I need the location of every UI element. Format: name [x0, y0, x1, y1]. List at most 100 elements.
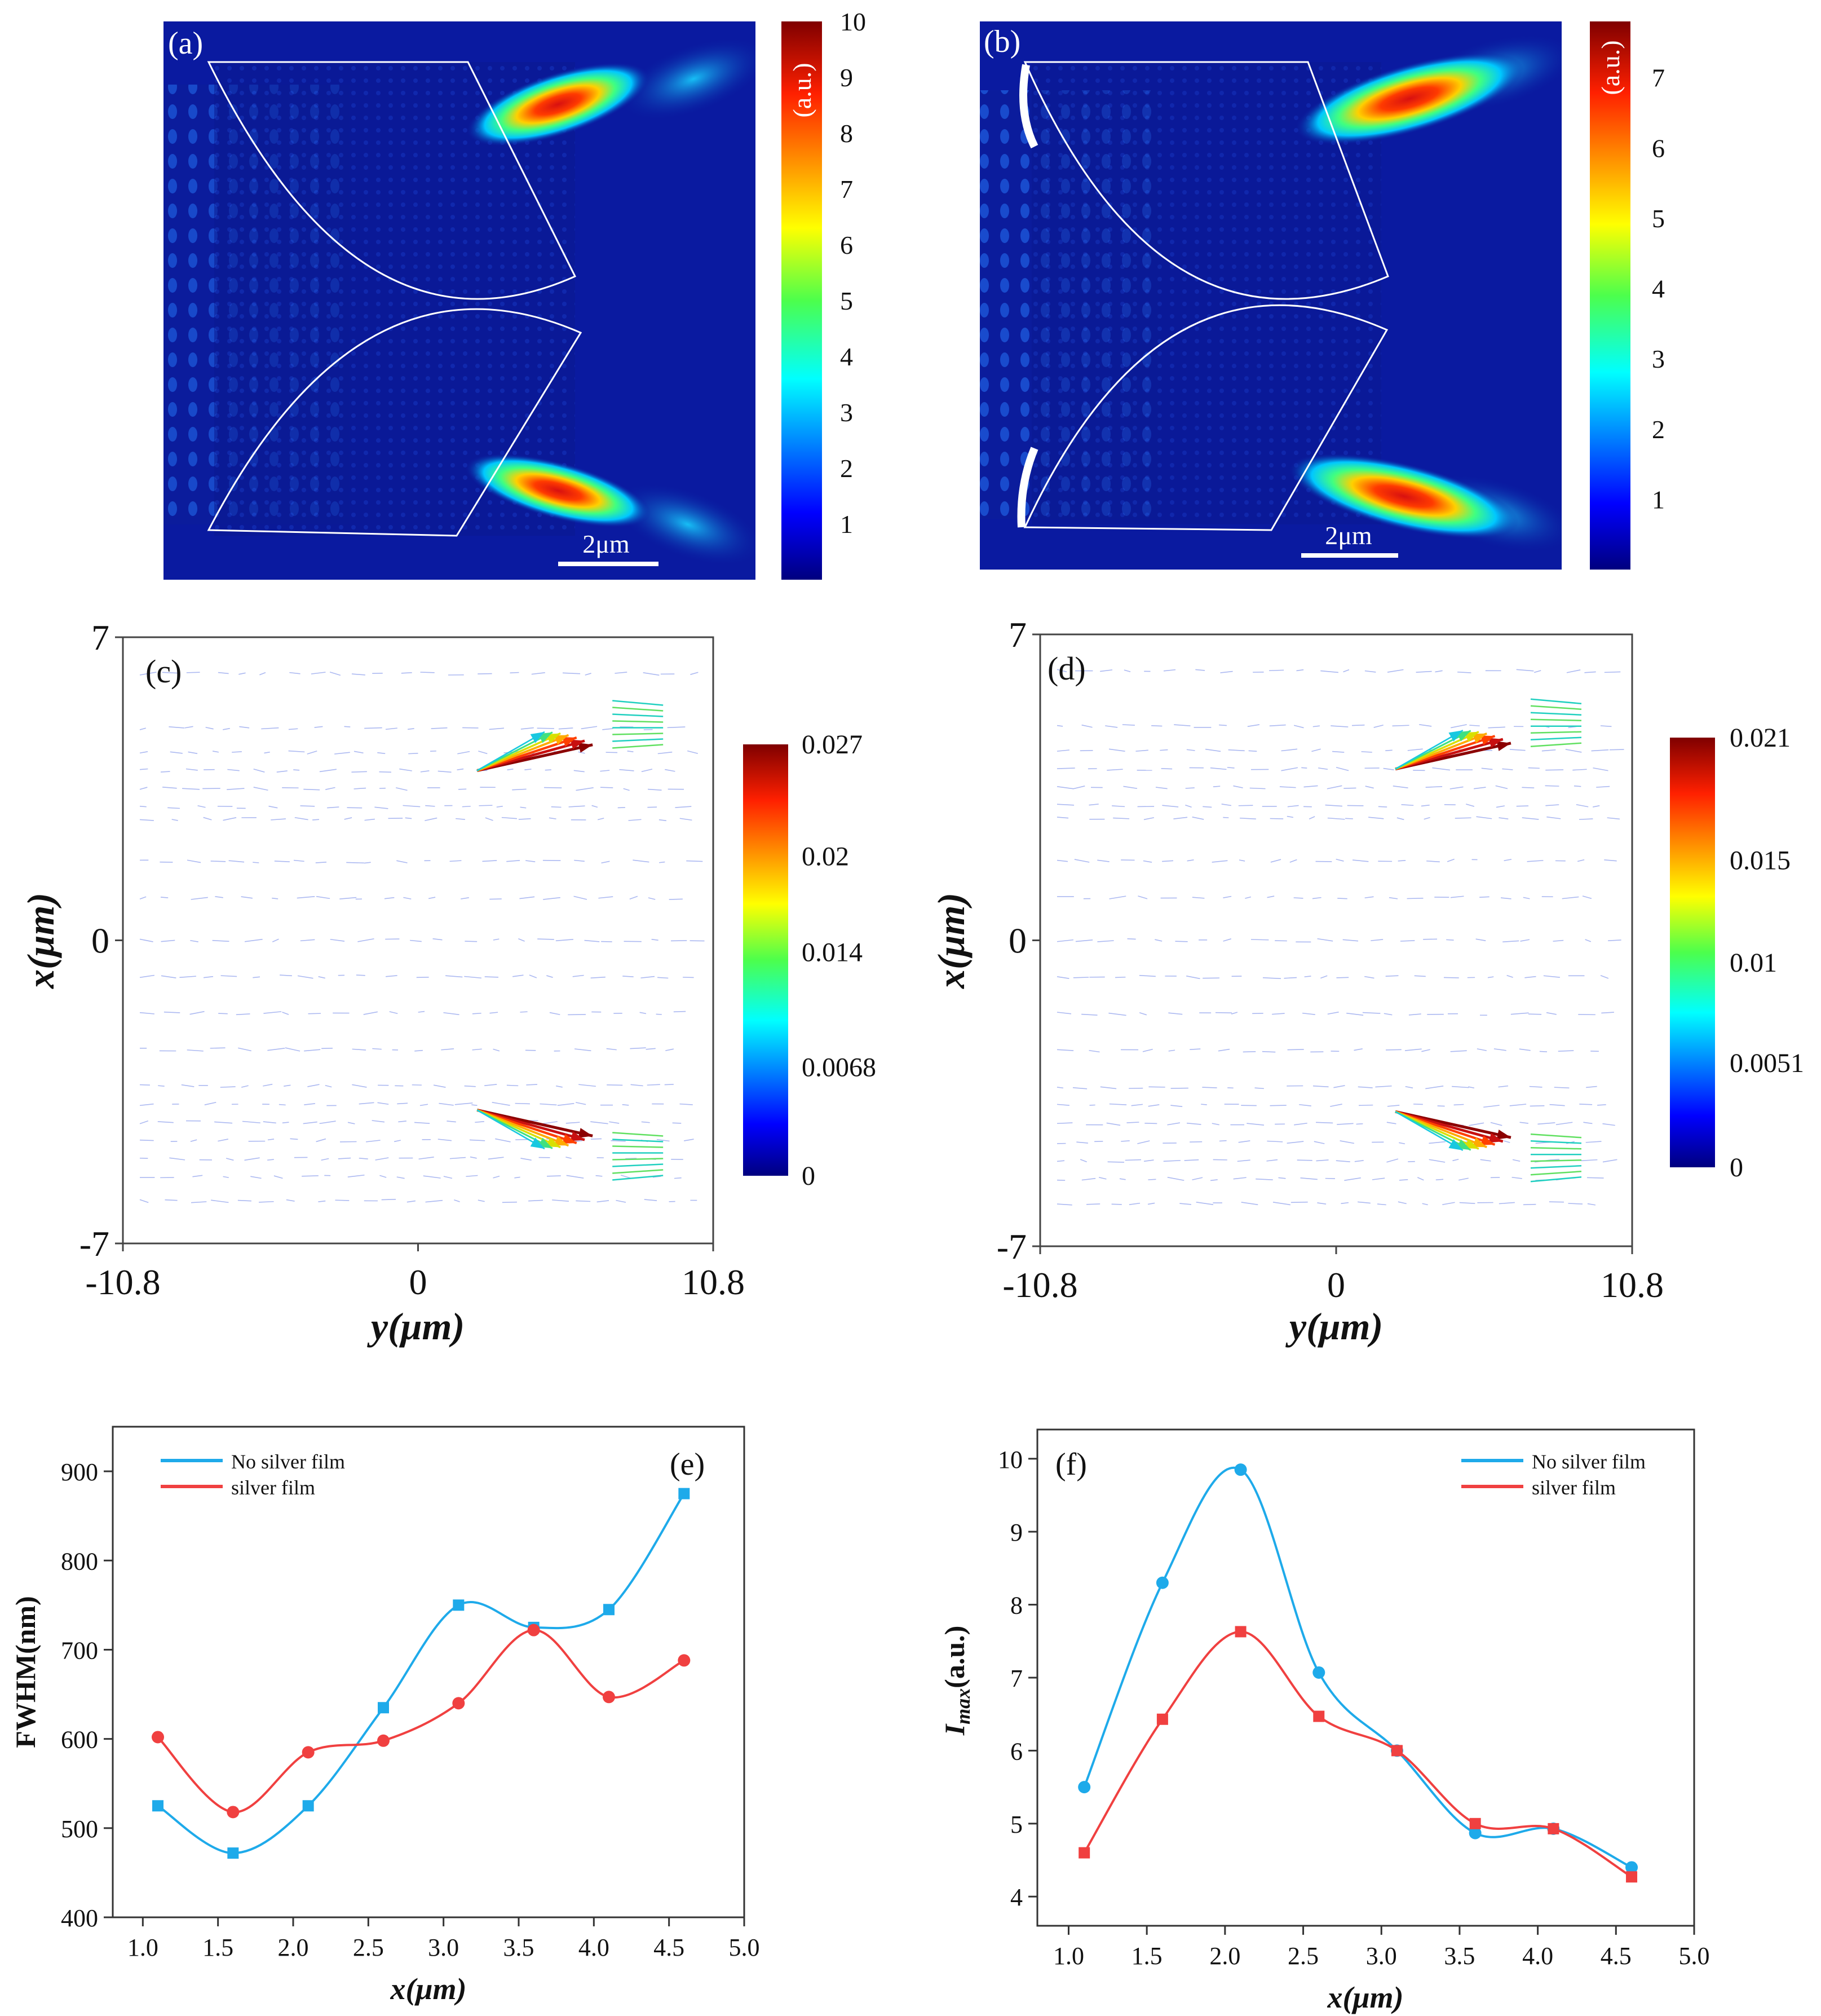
- field-arrow: [686, 860, 703, 862]
- field-arrow: [1421, 1049, 1430, 1052]
- y-tick-label: 700: [61, 1636, 98, 1664]
- field-arrow: [1100, 1086, 1117, 1089]
- field-arrow: [1371, 939, 1384, 941]
- field-arrow: [267, 1159, 274, 1161]
- field-arrow: [351, 771, 367, 773]
- field-arrow: [1173, 817, 1188, 820]
- field-arrow: [1108, 748, 1125, 752]
- field-arrow: [1314, 1141, 1325, 1144]
- field-arrow: [1330, 1104, 1342, 1107]
- field-arrow: [1354, 1048, 1363, 1051]
- field-arrow: [272, 938, 279, 943]
- field-arrow: [601, 861, 610, 864]
- field-arrow: [1316, 1122, 1333, 1124]
- field-arrow: [432, 938, 443, 941]
- field-arrow: [433, 1084, 446, 1088]
- field-arrow: [1057, 1012, 1072, 1014]
- field-arrow: [1368, 817, 1384, 819]
- field-arrow: [319, 769, 337, 773]
- field-arrow: [1320, 975, 1328, 979]
- field-arrow: [1416, 670, 1432, 673]
- field-arrow: [574, 1048, 591, 1052]
- field-arrow: [1545, 804, 1559, 806]
- panel-c-colorbar: [743, 744, 788, 1176]
- field-arrow: [1429, 1159, 1446, 1163]
- field-arrow: [584, 939, 600, 942]
- field-arrow: [1336, 858, 1344, 862]
- field-arrow: [1587, 1203, 1596, 1206]
- field-arrow: [1337, 898, 1347, 899]
- field-arrow: [223, 1176, 229, 1179]
- field-arrow: [464, 976, 481, 979]
- field-arrow: [1530, 705, 1582, 710]
- field-arrow: [212, 751, 219, 753]
- data-point: [302, 1746, 315, 1759]
- panel-b-scale-label: 2μm: [1325, 521, 1372, 550]
- field-arrow-head: [530, 731, 545, 743]
- field-arrow: [1386, 1158, 1399, 1163]
- field-arrow: [1393, 786, 1408, 788]
- field-arrow: [271, 818, 286, 820]
- field-arrow: [1139, 1012, 1147, 1016]
- field-arrow: [1137, 1140, 1150, 1144]
- panel-c-xlabel: y(μm): [367, 1305, 465, 1348]
- field-arrow: [289, 672, 300, 674]
- field-arrow: [602, 728, 613, 730]
- field-arrow: [1530, 1140, 1582, 1144]
- field-arrow: [357, 938, 374, 942]
- field-arrow: [664, 1084, 674, 1086]
- field-arrow: [325, 787, 335, 790]
- field-arrow: [303, 788, 320, 791]
- x-tick-label: 1.0: [127, 1934, 158, 1961]
- field-arrow: [646, 1048, 656, 1050]
- panel-f-axes: 1.0 1.5 2.0 2.5 3.0 3.5 4.0 4.5 5.0 4 5 6 7 8 9 10: [998, 1446, 1710, 1970]
- field-arrow: [1342, 939, 1359, 942]
- field-arrow-head: [562, 1133, 577, 1144]
- field-arrow: [1278, 1177, 1286, 1179]
- field-arrow: [187, 1049, 204, 1052]
- field-arrow: [139, 727, 146, 730]
- field-arrow: [1223, 895, 1232, 898]
- field-arrow: [1546, 1012, 1557, 1015]
- panel-a-label: (a): [168, 26, 203, 61]
- field-arrow: [1530, 731, 1582, 734]
- field-arrow: [1219, 724, 1227, 726]
- field-arrow: [403, 897, 412, 900]
- field-arrow: [573, 770, 585, 773]
- field-arrow: [1373, 725, 1384, 728]
- field-arrow: [1148, 1104, 1160, 1107]
- field-arrow: [568, 805, 585, 808]
- y-tick-label: -7: [79, 1224, 109, 1264]
- field-arrow: [552, 1199, 569, 1202]
- field-arrow: [339, 897, 357, 900]
- field-arrow: [1337, 1123, 1354, 1125]
- field-arrow: [443, 1012, 459, 1016]
- panel-c-colorbar-ticks: 0.027 0.02 0.014 0.0068 0: [802, 730, 876, 1191]
- x-tick-label: 5.0: [1679, 1942, 1710, 1970]
- field-arrow: [1238, 805, 1253, 806]
- field-arrow: [1186, 1122, 1201, 1125]
- field-arrow: [1269, 724, 1286, 727]
- field-arrow: [1293, 725, 1304, 729]
- field-arrow: [1333, 1085, 1345, 1088]
- field-arrow: [549, 817, 556, 820]
- field-arrow: [612, 1158, 664, 1161]
- field-arrow: [1477, 1048, 1487, 1051]
- field-arrow: [1057, 1179, 1066, 1181]
- field-arrow: [425, 817, 437, 822]
- data-point: [1079, 1847, 1090, 1859]
- field-arrow: [619, 769, 634, 771]
- field-arrow: [644, 1199, 657, 1201]
- field-arrow: [344, 726, 351, 727]
- field-arrow-head: [546, 1137, 561, 1148]
- field-arrow: [512, 974, 524, 977]
- field-arrow: [364, 818, 375, 821]
- data-point: [1625, 1861, 1638, 1874]
- y-tick-label: 400: [61, 1904, 98, 1932]
- field-arrow: [238, 1047, 251, 1052]
- field-arrow: [529, 974, 537, 978]
- field-arrow: [1184, 1159, 1199, 1161]
- x-tick-label: 3.0: [1366, 1942, 1397, 1970]
- data-point: [1548, 1823, 1559, 1834]
- field-arrow: [1602, 1159, 1617, 1163]
